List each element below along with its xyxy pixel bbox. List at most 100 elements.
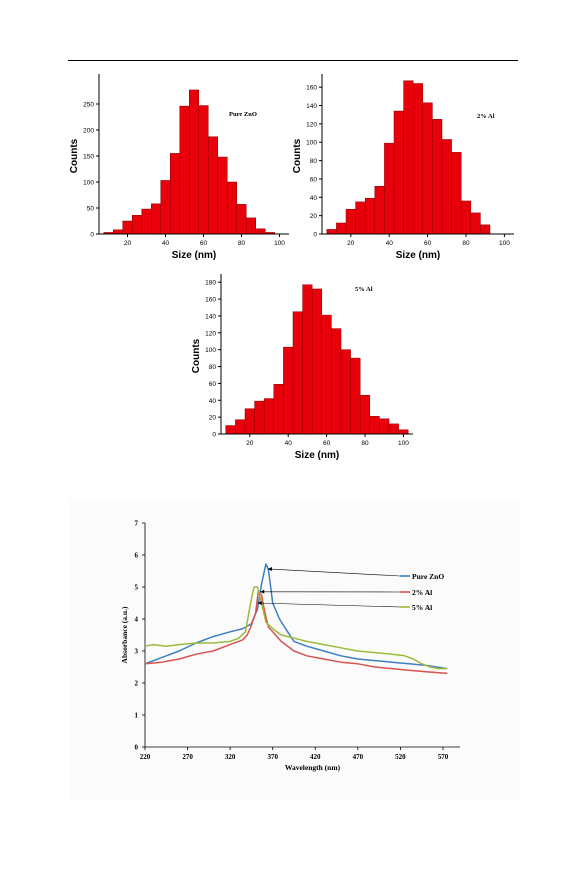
y-tick-label: 4	[135, 616, 139, 624]
x-tick-label: 220	[140, 753, 151, 761]
x-tick-label: 40	[386, 240, 394, 247]
y-tick-label: 80	[209, 364, 217, 371]
histogram-bar	[132, 215, 142, 235]
y-tick-label: 0	[212, 432, 216, 439]
y-tick-label: 100	[205, 347, 216, 354]
y-tick-label: 1	[135, 712, 139, 720]
x-tick-label: 320	[225, 753, 236, 761]
histogram-bar	[331, 328, 342, 435]
histogram-bar	[422, 102, 433, 235]
histogram-bar	[225, 425, 236, 435]
histogram-5-al: 0 20 40 60 80 100 120 140 160 180 20 40 60 80 100 Size …	[185, 268, 415, 468]
x-tick-label: 270	[182, 753, 193, 761]
histogram-bar	[208, 136, 218, 235]
x-tick-label: 100	[274, 240, 285, 247]
y-tick-label: 7	[135, 520, 139, 528]
legend-leader-line	[267, 568, 401, 577]
y-axis-label: Absorbance (a.u.)	[120, 606, 129, 663]
histogram-bar	[160, 180, 171, 235]
histogram-pure-zno: 0 50 100 150 200 250 20 40 60 80 100 Size (nm) Count…	[65, 66, 290, 266]
histogram-5-al-svg: 0 20 40 60 80 100 120 140 160 180 20 40 60 80 100 Size …	[191, 274, 413, 461]
histogram-bar	[246, 217, 256, 235]
x-tick-label: 60	[424, 240, 432, 247]
y-axis-label: Counts	[69, 138, 80, 173]
y-tick-label: 140	[306, 103, 317, 110]
x-tick-label: 20	[347, 240, 355, 247]
histogram-bar	[263, 398, 275, 435]
histogram-bar	[198, 105, 209, 235]
x-axis-label: Size (nm)	[172, 250, 216, 261]
histogram-bar	[364, 197, 376, 235]
histogram-bar	[345, 208, 356, 235]
histogram-2-al-svg: 0 20 40 60 80 100 120 140 160 20 40 60 80 100 Size (nm…	[292, 74, 514, 261]
x-tick-label: 20	[246, 440, 254, 447]
histogram-bar	[388, 423, 399, 435]
histogram-bar	[432, 119, 443, 235]
x-axis-label: Size (nm)	[396, 250, 440, 261]
y-axis-label: Counts	[191, 338, 202, 373]
line-5-al	[144, 586, 448, 670]
legend-arrowhead	[257, 601, 262, 605]
y-tick-label: 0	[313, 232, 317, 239]
y-tick-label: 60	[209, 381, 217, 388]
histogram-bar	[151, 203, 161, 235]
x-tick-label: 20	[124, 240, 132, 247]
histogram-bar	[227, 181, 237, 235]
y-tick-label: 160	[306, 85, 317, 92]
histogram-bar	[336, 222, 347, 235]
histogram-bar	[170, 153, 180, 235]
histogram-bar	[369, 416, 380, 435]
x-tick-label: 80	[238, 240, 246, 247]
absorbance-chart: 0 1 2 3 4 5 6 7 220 270 320 370 420 470 520 570 Waveleng…	[70, 500, 520, 800]
x-tick-label: 420	[310, 753, 321, 761]
histogram-bar	[235, 419, 246, 435]
histogram-bar	[321, 314, 332, 435]
histogram-bar	[398, 429, 409, 435]
histogram-bar	[189, 89, 199, 235]
histogram-bar	[374, 186, 385, 235]
histogram-bar	[441, 139, 452, 235]
line-2-al	[144, 591, 448, 675]
y-tick-label: 2	[135, 680, 139, 688]
legend-label: Pure ZnO	[412, 572, 444, 581]
y-tick-label: 150	[83, 154, 94, 161]
y-tick-label: 160	[205, 297, 216, 304]
histogram-bar	[254, 400, 265, 435]
x-tick-label: 40	[162, 240, 170, 247]
y-tick-label: 50	[87, 206, 95, 213]
histogram-2-al: 0 20 40 60 80 100 120 140 160 20 40 60 80 100 Size (nm…	[290, 66, 520, 266]
header-rule	[68, 60, 518, 61]
histogram-bar	[350, 357, 361, 435]
histogram-bar	[302, 284, 313, 435]
x-tick-label: 520	[395, 753, 406, 761]
histogram-bar	[326, 229, 337, 235]
histogram-bar	[403, 80, 414, 235]
histogram-pure-zno-svg: 0 50 100 150 200 250 20 40 60 80 100 Size (nm) Count…	[69, 74, 289, 261]
y-tick-label: 100	[83, 180, 94, 187]
histogram-bar	[217, 156, 228, 235]
histogram-bar	[273, 383, 284, 435]
legend-label: 5% Al	[412, 603, 432, 612]
y-tick-label: 200	[83, 128, 94, 135]
legend-label: 2% Al	[412, 588, 432, 597]
histogram-bar	[122, 220, 133, 235]
x-axis-label: Size (nm)	[295, 450, 339, 461]
x-tick-label: 100	[398, 440, 409, 447]
y-axis-label: Counts	[292, 138, 303, 173]
histogram-bar	[355, 201, 366, 235]
y-tick-label: 120	[205, 330, 216, 337]
x-axis-label: Wavelength (nm)	[285, 763, 341, 772]
x-tick-label: 470	[353, 753, 364, 761]
histogram-bar	[470, 212, 481, 235]
absorbance-chart-svg: 0 1 2 3 4 5 6 7 220 270 320 370 420 470 520 570 Waveleng…	[120, 520, 460, 772]
y-tick-label: 140	[205, 313, 216, 320]
y-tick-label: 0	[90, 232, 94, 239]
y-tick-label: 3	[135, 648, 139, 656]
histogram-bar	[292, 311, 303, 435]
histogram-bar	[379, 418, 390, 435]
x-tick-label: 370	[267, 753, 278, 761]
histogram-bar	[141, 208, 152, 235]
sample-annotation: 5% Al	[355, 286, 373, 293]
y-tick-label: 6	[135, 552, 139, 560]
